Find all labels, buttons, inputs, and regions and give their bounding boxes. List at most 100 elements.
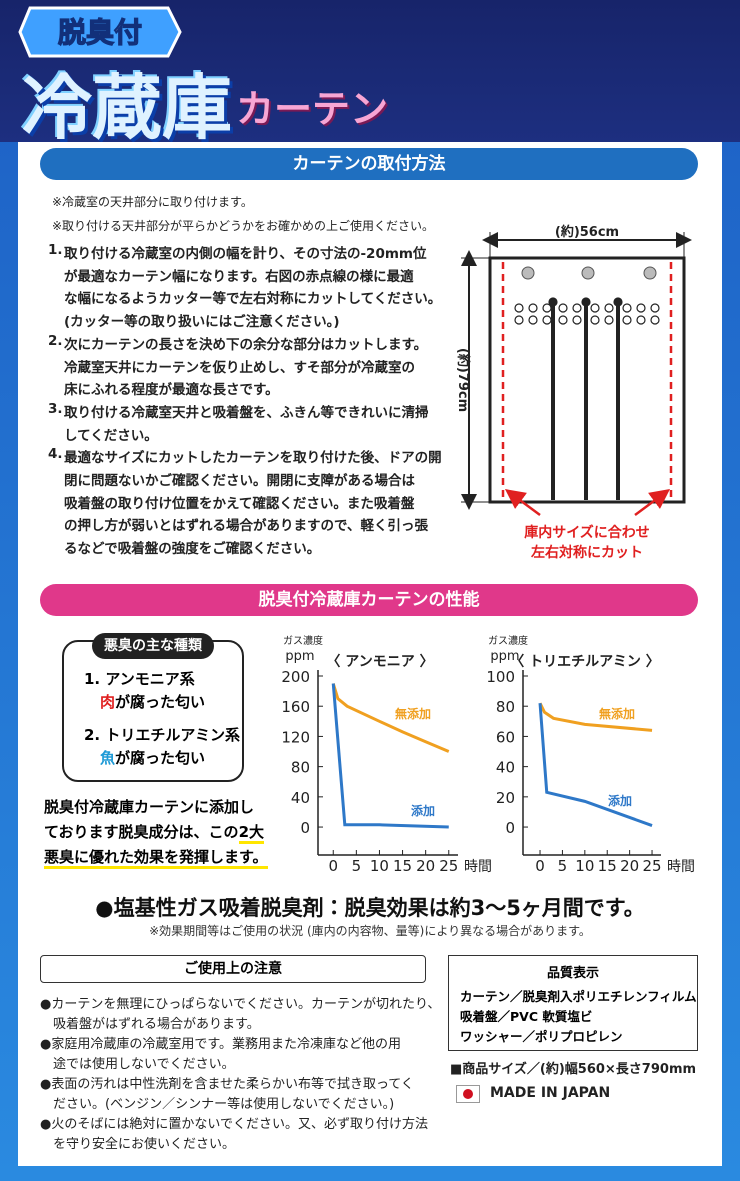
- quality-row: ワッシャー／ポリプロピレン: [460, 1029, 623, 1044]
- y-unit: ppm: [490, 649, 519, 664]
- x-tick-label: 20: [416, 857, 435, 875]
- description-line: 悪臭に優れた効果を発揮します。: [44, 846, 268, 869]
- step-text: 取り付ける冷蔵室の内側の幅を計り、その寸法の-20mm位: [64, 246, 427, 262]
- step-text: 次にカーテンの長さを決め下の余分な部分はカットします。: [64, 336, 428, 353]
- step-text: の押し方が弱いとはずれる場合がありますので、軽く引っ張: [64, 518, 428, 535]
- odor-rest: が腐った匂い: [115, 749, 206, 767]
- y-tick-label: 0: [300, 819, 310, 837]
- x-tick-label: 5: [558, 857, 568, 875]
- dot: [548, 297, 558, 307]
- dot: [613, 297, 623, 307]
- dot: [572, 303, 582, 313]
- dot: [558, 303, 568, 313]
- description-part: 脱臭付冷蔵庫カーテンに添加し: [44, 798, 255, 816]
- series-label: 添加: [608, 793, 632, 808]
- series-line: [538, 703, 653, 827]
- dot: [590, 303, 600, 313]
- x-tick-label: 0: [535, 857, 545, 875]
- step-number: 1.: [48, 242, 63, 258]
- caution-text: 吸着盤がはずれる場合があります。: [40, 1017, 260, 1032]
- dot: [581, 297, 591, 307]
- step-text: 床にふれる程度が最適な長さです。: [64, 382, 279, 399]
- step-text: 冷蔵室天井にカーテンを仮り止めし、すそ部分が冷蔵室の: [64, 359, 415, 376]
- x-tick-label: 0: [328, 857, 338, 875]
- diagram: (約)56cm (約)79cm 庫内サイズに合わせ 左右対称にカット: [455, 224, 692, 561]
- y-tick-label: 40: [496, 759, 515, 777]
- step-text: してください。: [64, 427, 158, 444]
- caution-text: ●火のそばには絶対に置かないでください。又、必ず取り付け方法: [40, 1117, 428, 1132]
- caption: 左右対称にカット: [530, 544, 643, 561]
- caption: 庫内サイズに合わせ: [524, 524, 650, 541]
- dot: [650, 303, 660, 313]
- y-tick-label: 200: [281, 668, 310, 686]
- caution-text: を守り安全にお使いください。: [40, 1137, 236, 1152]
- dot: [514, 315, 524, 325]
- x-label: 時間: [464, 859, 492, 875]
- x-tick-label: 10: [370, 857, 389, 875]
- odor-key: 肉: [100, 693, 116, 711]
- dot: [558, 315, 568, 325]
- caution-text: ●家庭用冷蔵庫の冷蔵室用です。業務用また冷凍庫など他の用: [40, 1037, 402, 1052]
- step-number: 2.: [48, 332, 63, 349]
- header: 脱臭付 冷蔵庫 カーテン: [0, 0, 740, 149]
- dot: [636, 303, 646, 313]
- dot: [636, 315, 646, 325]
- odor-rest: が腐った匂い: [115, 693, 206, 711]
- y-tick-label: 80: [291, 759, 310, 777]
- badge: 脱臭付: [18, 6, 182, 58]
- dot: [604, 315, 614, 325]
- description-line: ております脱臭成分は、この2大: [44, 821, 264, 844]
- title-sub: カーテン: [236, 87, 389, 131]
- x-label: 時間: [667, 859, 695, 875]
- product-size: ■商品サイズ／(約)幅560×長さ790mm: [450, 1062, 697, 1077]
- quality-title: 品質表示: [546, 966, 599, 981]
- x-tick-label: 5: [352, 857, 362, 875]
- series-line: [331, 683, 450, 753]
- x-tick-label: 20: [620, 857, 639, 875]
- caution-text: ●カーテンを無理にひっぱらないでください。カーテンが切れたり、: [40, 997, 441, 1012]
- y-tick-label: 120: [281, 728, 310, 746]
- dot: [622, 315, 632, 325]
- quality-box: [448, 955, 698, 1051]
- width-label: (約)56cm: [555, 224, 619, 240]
- odor-title: 悪臭の主な種類: [92, 633, 214, 659]
- series-line: [331, 683, 449, 829]
- series-label: 無添加: [395, 706, 431, 721]
- y-tick-label: 80: [496, 698, 515, 716]
- y-tick-label: 0: [505, 819, 515, 837]
- step-text: が最適なカーテン幅になります。右図の赤点線の様に最適: [64, 268, 414, 285]
- x-tick-label: 15: [598, 857, 617, 875]
- step-text: (カッター等の取り扱いにはご注意ください。): [64, 314, 340, 331]
- y-tick-label: 60: [496, 728, 515, 746]
- y-tick-label: 160: [281, 698, 310, 716]
- series-line: [538, 702, 653, 732]
- odor-desc: 魚が腐った匂い: [100, 747, 205, 768]
- series-label: 添加: [411, 803, 435, 818]
- dot: [528, 303, 538, 313]
- x-tick-label: 10: [575, 857, 594, 875]
- caution-text: 途では使用しないでください。: [40, 1057, 235, 1072]
- caution-title: ご使用上の注意: [40, 955, 426, 983]
- note: ※取り付ける天井部分が平らかどうかをお確かめの上ご使用ください。: [52, 219, 435, 233]
- step-text: 最適なサイズにカットしたカーテンを取り付けた後、ドアの開: [64, 450, 442, 467]
- x-tick-label: 15: [393, 857, 412, 875]
- odor-key: 魚: [100, 749, 116, 767]
- description-part: 悪臭に優れた効果を発揮します。: [44, 848, 268, 869]
- step-text: 取り付ける冷蔵室天井と吸着盤を、ふきん等できれいに清掃: [64, 404, 429, 421]
- odor-label: 1. アンモニア系: [84, 670, 195, 688]
- dot: [622, 303, 632, 313]
- step-text: るなどで吸着盤の強度をご確認ください。: [64, 541, 321, 558]
- odor-desc: 肉が腐った匂い: [100, 691, 205, 712]
- title-main: 冷蔵庫: [22, 67, 232, 149]
- quality-row: 吸着盤／PVC 軟質塩ビ: [460, 1009, 593, 1024]
- step-text: 吸着盤の取り付け位置をかえて確認ください。また吸着盤: [64, 495, 415, 512]
- y-unit: ppm: [285, 649, 314, 664]
- step-number: 4.: [48, 446, 63, 463]
- caution-text: ださい。(ベンジン／シンナー等は使用しないでください。): [40, 1097, 395, 1112]
- dot: [542, 315, 552, 325]
- series-label: 無添加: [599, 706, 635, 721]
- dot: [572, 315, 582, 325]
- step-text: な幅になるようカッター等で左右対称にカットしてください。: [64, 291, 442, 308]
